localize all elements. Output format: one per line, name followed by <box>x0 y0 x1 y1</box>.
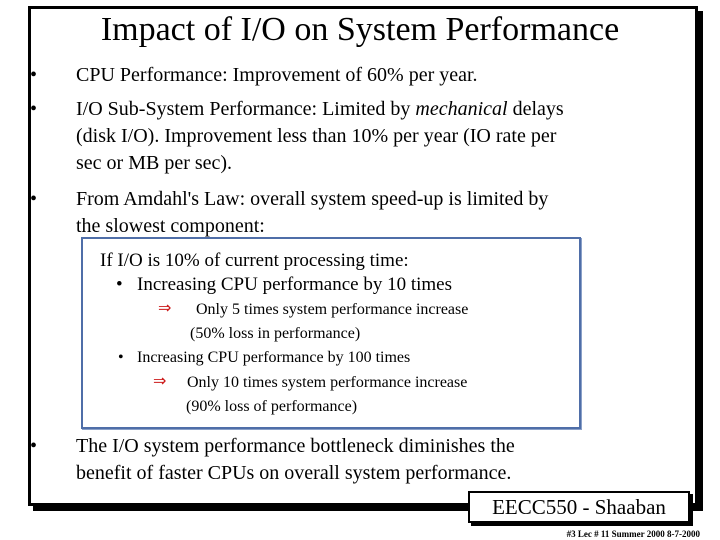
bullet-text-line1: I/O Sub-System Performance: Limited by m… <box>76 96 564 123</box>
example-box <box>81 237 581 429</box>
text-pre: I/O Sub-System Performance: Limited by <box>76 98 416 120</box>
bullet-text-line2: benefit of faster CPUs on overall system… <box>76 462 512 484</box>
bullet-text-line1: From Amdahl's Law: overall system speed-… <box>76 188 549 210</box>
bullet-text-line2: (disk I/O). Improvement less than 10% pe… <box>76 125 557 147</box>
bullet-text-line2: the slowest component: <box>76 215 265 237</box>
implies-arrow-icon: ⇒ <box>158 298 172 317</box>
box-heading: If I/O is 10% of current processing time… <box>100 250 409 271</box>
lecture-info: #3 Lec # 11 Summer 2000 8-7-2000 <box>566 529 700 539</box>
bullet-marker: • <box>30 64 38 86</box>
sub-bullet-marker: • <box>116 274 123 295</box>
slide-title: Impact of I/O on System Performance <box>100 11 620 48</box>
text-post: delays <box>507 98 564 120</box>
bullet-marker: • <box>30 98 38 120</box>
sub-bullet-marker: • <box>118 349 124 366</box>
text-emphasis: mechanical <box>415 98 508 120</box>
box-item1-result: Only 5 times system performance increase <box>196 301 469 318</box>
course-footer-label: EECC550 - Shaaban <box>468 491 690 523</box>
box-item2-note: (90% loss of performance) <box>186 398 358 415</box>
box-item2-result: Only 10 times system performance increas… <box>187 374 468 391</box>
bullet-text-line3: sec or MB per sec). <box>76 152 233 174</box>
bullet-text: CPU Performance: Improvement of 60% per … <box>76 64 478 86</box>
box-item2: Increasing CPU performance by 100 times <box>137 349 411 366</box>
bullet-text-line1: The I/O system performance bottleneck di… <box>76 435 515 457</box>
box-item1-note: (50% loss in performance) <box>190 325 361 342</box>
implies-arrow-icon: ⇒ <box>153 371 167 390</box>
bullet-marker: • <box>30 435 38 457</box>
slide-frame <box>28 6 698 506</box>
box-item1: Increasing CPU performance by 10 times <box>137 274 452 295</box>
bullet-marker: • <box>30 188 38 210</box>
